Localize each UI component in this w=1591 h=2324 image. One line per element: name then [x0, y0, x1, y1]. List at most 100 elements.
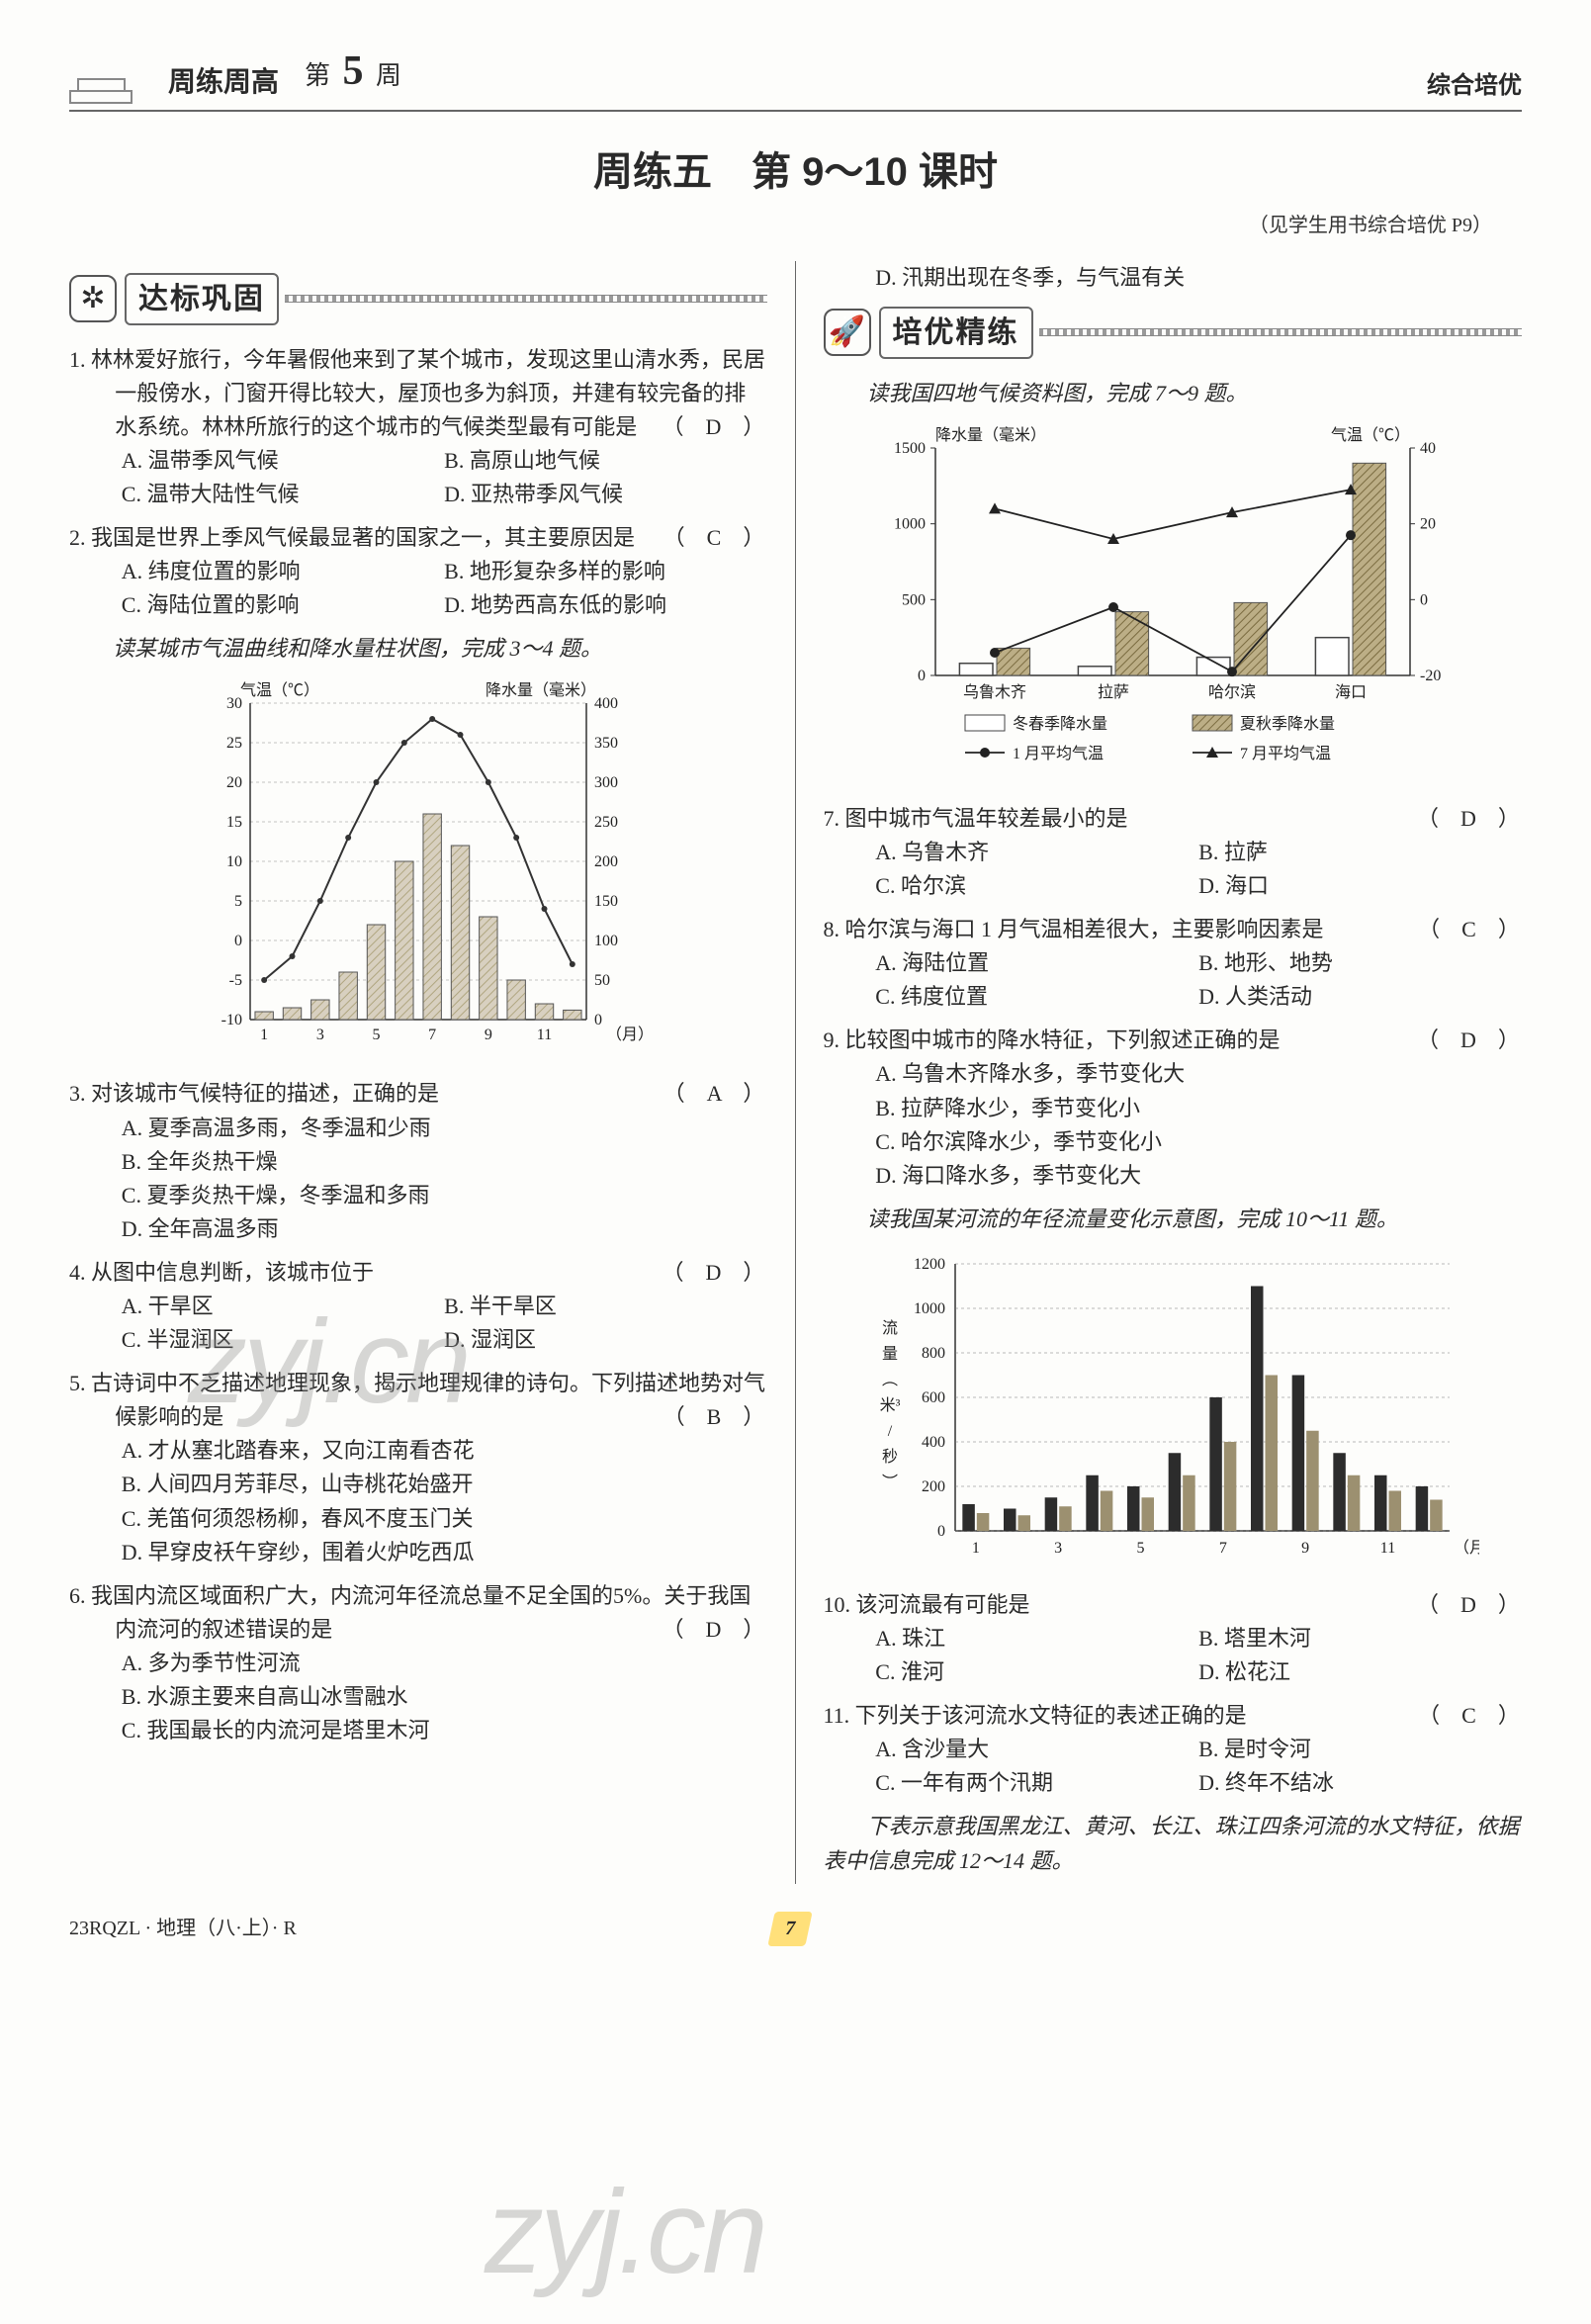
- svg-text:3: 3: [1054, 1540, 1062, 1557]
- question-3: 3. 对该城市气候特征的描述，正确的是（ A ） A. 夏季高温多雨，冬季温和少…: [69, 1077, 767, 1245]
- svg-text:1500: 1500: [894, 440, 926, 457]
- question-1: 1. 林林爱好旅行，今年暑假他来到了某个城市，发现这里山清水秀，民居一般傍水，门…: [69, 343, 767, 511]
- q9-options: A. 乌鲁木齐降水多，季节变化大B. 拉萨降水少，季节变化小 C. 哈尔滨降水少…: [824, 1057, 1523, 1192]
- svg-text:（月）: （月）: [606, 1026, 654, 1043]
- svg-text:300: 300: [594, 774, 618, 791]
- q6-options: A. 多为季节性河流B. 水源主要来自高山冰雪融水 C. 我国最长的内流河是塔里…: [69, 1647, 767, 1747]
- q7-options: A. 乌鲁木齐B. 拉萨 C. 哈尔滨D. 海口: [824, 836, 1523, 903]
- q10-options: A. 珠江B. 塔里木河 C. 淮河D. 松花江: [824, 1622, 1523, 1689]
- answer-8: （ C ）: [1463, 913, 1522, 946]
- answer-2: （ C ）: [709, 521, 767, 555]
- question-2: 2. 我国是世界上季风气候最显著的国家之一，其主要原因是（ C ） A. 纬度位…: [69, 521, 767, 622]
- svg-text:3: 3: [316, 1027, 324, 1043]
- page-number: 7: [768, 1912, 813, 1946]
- svg-text:11: 11: [537, 1027, 552, 1043]
- svg-text:1 月平均气温: 1 月平均气温: [1013, 745, 1104, 762]
- svg-text:25: 25: [226, 735, 242, 752]
- question-6: 6. 我国内流区域面积广大，内流河年径流总量不足全国的5%。关于我国内流河的叙述…: [69, 1579, 767, 1747]
- svg-text:200: 200: [594, 853, 618, 870]
- svg-text:7: 7: [1219, 1540, 1227, 1557]
- svg-text:︶: ︶: [882, 1474, 898, 1491]
- climate-chart-7-9: 050010001500-2002040降水量（毫米）气温（℃）乌鲁木齐拉萨哈尔…: [856, 418, 1489, 794]
- lead-3-4: 读某城市气温曲线和降水量柱状图，完成 3～4 题。: [69, 632, 767, 666]
- answer-7: （ D ）: [1462, 802, 1522, 836]
- svg-text:100: 100: [594, 933, 618, 949]
- svg-text:400: 400: [922, 1434, 945, 1451]
- svg-text:1200: 1200: [914, 1256, 945, 1273]
- lesson-title: 周练五 第 9～10 课时: [69, 141, 1522, 203]
- svg-text:海口: 海口: [1335, 683, 1367, 701]
- svg-text:-10: -10: [221, 1012, 241, 1028]
- left-column: ✲ 达标巩固 1. 林林爱好旅行，今年暑假他来到了某个城市，发现这里山清水秀，民…: [69, 261, 796, 1884]
- content-columns: zyj.cn zyj.cn ✲ 达标巩固 1. 林林爱好旅行，今年暑假他来到了某…: [69, 261, 1522, 1884]
- svg-text:15: 15: [226, 814, 242, 831]
- answer-4: （ D ）: [708, 1256, 767, 1290]
- svg-text:50: 50: [594, 972, 610, 989]
- svg-text:/: /: [888, 1423, 893, 1440]
- footer-code: 23RQZL · 地理（八·上）· R: [69, 1914, 297, 1944]
- svg-text:600: 600: [922, 1389, 945, 1406]
- answer-5: （ B ）: [709, 1400, 767, 1434]
- header-right: 综合培优: [1427, 67, 1522, 104]
- q1-options: A. 温带季风气候B. 高原山地气候 C. 温带大陆性气候D. 亚热带季风气候: [69, 444, 767, 511]
- svg-text:1: 1: [972, 1540, 980, 1557]
- answer-1: （ D ）: [708, 410, 767, 444]
- svg-text:1: 1: [260, 1027, 268, 1043]
- svg-text:降水量（毫米）: 降水量（毫米）: [486, 680, 596, 699]
- lead-7-9: 读我国四地气候资料图，完成 7～9 题。: [824, 377, 1523, 410]
- svg-text:0: 0: [1420, 591, 1428, 608]
- q11-options: A. 含沙量大B. 是时令河 C. 一年有两个汛期D. 终年不结冰: [824, 1733, 1523, 1800]
- svg-text:-5: -5: [228, 972, 241, 989]
- svg-text:20: 20: [226, 774, 242, 791]
- question-11: 11. 下列关于该河流水文特征的表述正确的是（ C ） A. 含沙量大B. 是时…: [824, 1699, 1523, 1800]
- svg-text:气温（℃）: 气温（℃）: [1331, 426, 1410, 444]
- answer-6: （ D ）: [708, 1613, 767, 1647]
- rocket-icon: 🚀: [824, 309, 871, 356]
- question-10: 10. 该河流最有可能是（ D ） A. 珠江B. 塔里木河 C. 淮河D. 松…: [824, 1588, 1523, 1689]
- svg-text:冬春季降水量: 冬春季降水量: [1013, 715, 1107, 733]
- svg-text:量: 量: [882, 1346, 898, 1363]
- svg-text:5: 5: [372, 1027, 380, 1043]
- svg-text:流: 流: [882, 1319, 898, 1337]
- svg-text:-20: -20: [1420, 668, 1441, 684]
- svg-text:9: 9: [1301, 1540, 1309, 1557]
- q3-options: A. 夏季高温多雨，冬季温和少雨B. 全年炎热干燥 C. 夏季炎热干燥，冬季温和…: [69, 1112, 767, 1246]
- answer-3: （ A ）: [709, 1077, 767, 1111]
- question-9: 9. 比较图中城市的降水特征，下列叙述正确的是（ D ） A. 乌鲁木齐降水多，…: [824, 1024, 1523, 1192]
- question-7: 7. 图中城市气温年较差最小的是（ D ） A. 乌鲁木齐B. 拉萨 C. 哈尔…: [824, 802, 1523, 903]
- week-indicator: 第 5 周: [305, 40, 401, 104]
- svg-text:800: 800: [922, 1345, 945, 1362]
- svg-text:1000: 1000: [914, 1300, 945, 1317]
- svg-text:20: 20: [1420, 515, 1436, 532]
- page-footer: 23RQZL · 地理（八·上）· R 7: [69, 1912, 1522, 1946]
- svg-text:9: 9: [485, 1027, 492, 1043]
- svg-text:0: 0: [937, 1523, 945, 1540]
- svg-text:5: 5: [1136, 1540, 1144, 1557]
- svg-text:0: 0: [918, 668, 926, 684]
- svg-text:200: 200: [922, 1478, 945, 1495]
- section-1-badge: ✲ 达标巩固: [69, 273, 767, 325]
- page-header: 周练周高 第 5 周 综合培优: [69, 40, 1522, 112]
- answer-10: （ D ）: [1462, 1588, 1522, 1622]
- svg-text:降水量（毫米）: 降水量（毫米）: [935, 425, 1046, 444]
- svg-text:400: 400: [594, 695, 618, 712]
- climate-chart-3-4: -10-505101520253005010015020025030035040…: [181, 673, 656, 1069]
- q6-option-D: D. 汛期出现在冬季，与气温有关: [824, 261, 1523, 295]
- svg-text:米³: 米³: [879, 1396, 900, 1414]
- svg-text:气温（℃）: 气温（℃）: [240, 681, 319, 699]
- svg-text:11: 11: [1380, 1540, 1395, 1557]
- lead-12-14: 下表示意我国黑龙江、黄河、长江、珠江四条河流的水文特征，依据表中信息完成 12～…: [824, 1810, 1523, 1877]
- svg-text:250: 250: [594, 814, 618, 831]
- svg-text:40: 40: [1420, 440, 1436, 457]
- svg-text:150: 150: [594, 893, 618, 910]
- section-2-badge: 🚀 培优精练: [824, 307, 1523, 359]
- answer-11: （ C ）: [1463, 1699, 1522, 1733]
- q8-options: A. 海陆位置B. 地形、地势 C. 纬度位置D. 人类活动: [824, 946, 1523, 1014]
- q5-options: A. 才从塞北踏春来，又向江南看杏花B. 人间四月芳菲尽，山寺桃花始盛开 C. …: [69, 1434, 767, 1568]
- svg-text:秒: 秒: [882, 1448, 898, 1466]
- q4-options: A. 干旱区B. 半干旱区 C. 半湿润区D. 湿润区: [69, 1290, 767, 1357]
- runoff-chart-10-11: 0200400600800100012001357911（月）流量︵米³/秒︶: [866, 1244, 1479, 1580]
- svg-text:乌鲁木齐: 乌鲁木齐: [963, 683, 1026, 701]
- svg-text:哈尔滨: 哈尔滨: [1208, 683, 1256, 701]
- svg-text:0: 0: [594, 1012, 602, 1028]
